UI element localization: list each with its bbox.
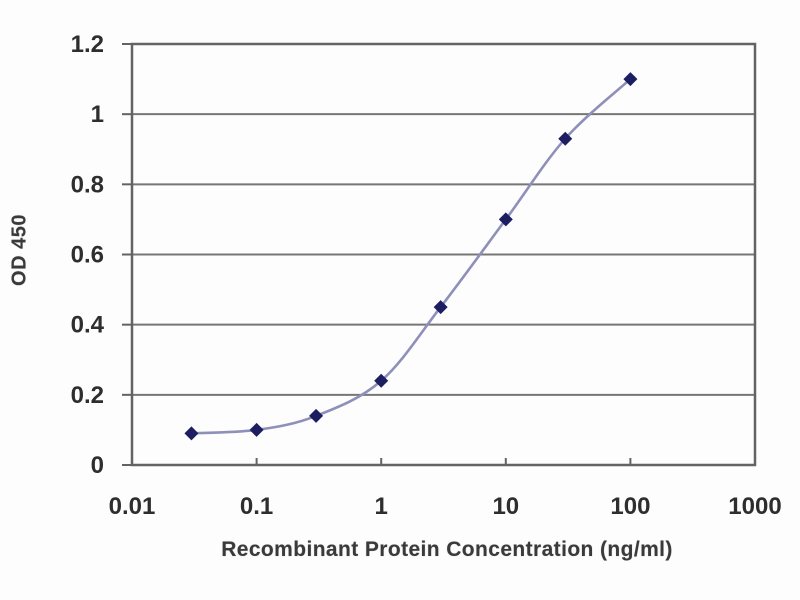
data-point bbox=[374, 373, 389, 388]
x-tick-label: 1000 bbox=[728, 493, 781, 520]
plot-border bbox=[130, 42, 757, 467]
x-tick-label: 100 bbox=[610, 493, 650, 520]
data-point bbox=[309, 408, 324, 423]
x-tick-label: 10 bbox=[492, 493, 519, 520]
data-point bbox=[558, 131, 573, 146]
y-tick-label: 0.2 bbox=[71, 382, 104, 409]
data-point bbox=[433, 300, 448, 315]
x-tick-label: 1 bbox=[375, 493, 388, 520]
data-point bbox=[623, 72, 638, 87]
y-tick-label: 0 bbox=[91, 452, 104, 479]
data-point bbox=[184, 426, 199, 441]
y-tick-label: 1 bbox=[91, 101, 104, 128]
data-point bbox=[249, 422, 264, 437]
data-line bbox=[190, 77, 632, 435]
x-tick-label: 0.1 bbox=[240, 493, 273, 520]
y-axis-title: OD 450 bbox=[8, 214, 31, 286]
y-tick-label: 0.4 bbox=[71, 312, 105, 339]
y-tick-label: 0.8 bbox=[71, 171, 104, 198]
x-tick-label: 0.01 bbox=[109, 493, 156, 520]
y-tick-label: 1.2 bbox=[71, 31, 104, 58]
x-axis-title: Recombinant Protein Concentration (ng/ml… bbox=[221, 538, 673, 561]
y-tick-label: 0.6 bbox=[71, 242, 104, 269]
data-point bbox=[498, 212, 513, 227]
